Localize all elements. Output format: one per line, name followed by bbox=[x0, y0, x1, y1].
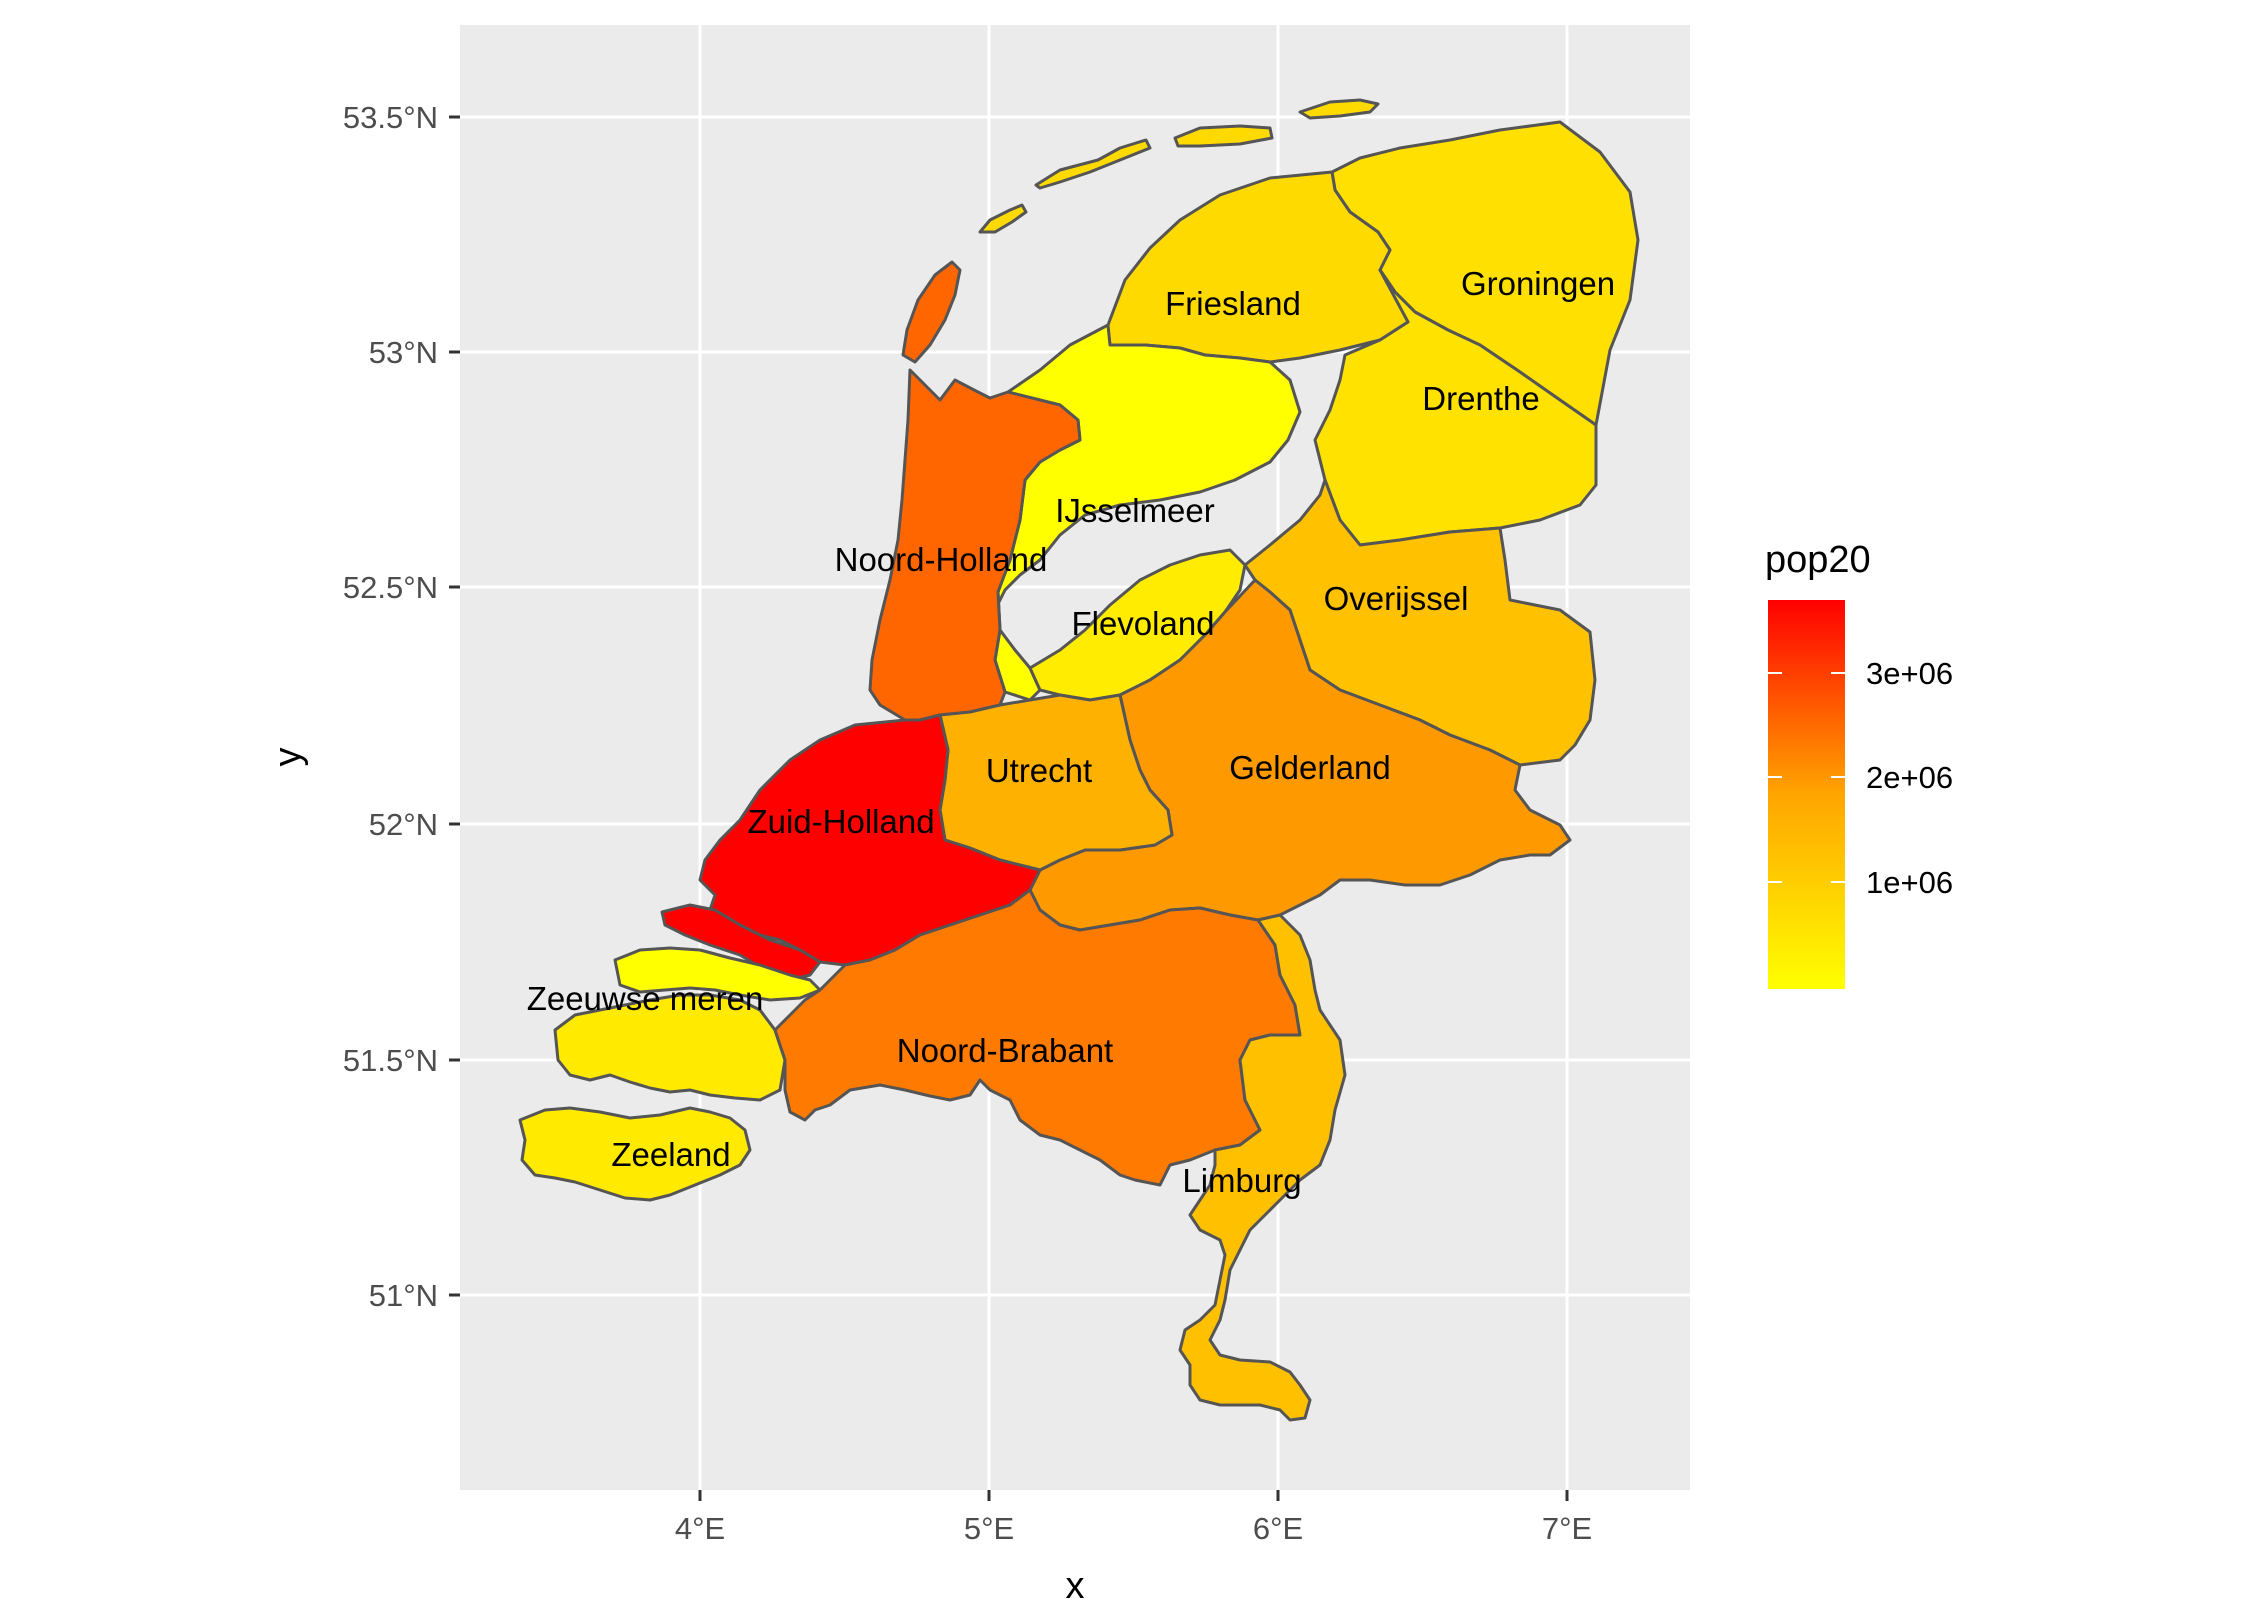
y-tick-label: 53.5°N bbox=[343, 100, 438, 135]
region-label-limburg: Limburg bbox=[1182, 1162, 1301, 1199]
x-tick-label: 5°E bbox=[964, 1511, 1014, 1546]
region-island-terschelling bbox=[978, 203, 1028, 234]
region-zuid-holland-islands bbox=[660, 903, 822, 982]
legend: pop20 1e+06 2e+06 3e+06 bbox=[1765, 539, 1953, 989]
x-tick-labels: 4°E 5°E 6°E 7°E bbox=[675, 1511, 1592, 1546]
y-tick-label: 52.5°N bbox=[343, 570, 438, 605]
legend-label: 2e+06 bbox=[1866, 760, 1953, 795]
region-noord-holland bbox=[868, 368, 1082, 722]
region-island-vlieland bbox=[1034, 138, 1152, 190]
y-tick-label: 52°N bbox=[369, 807, 438, 842]
region-label-friesland: Friesland bbox=[1165, 285, 1301, 322]
x-tick-label: 4°E bbox=[675, 1511, 725, 1546]
legend-colorbar bbox=[1768, 600, 1845, 989]
region-zeeland-islands bbox=[553, 993, 787, 1102]
y-tick-labels: 51°N 51.5°N 52°N 52.5°N 53°N 53.5°N bbox=[343, 100, 438, 1313]
region-label-noord-brabant: Noord-Brabant bbox=[897, 1032, 1113, 1069]
y-tick-label: 51°N bbox=[369, 1278, 438, 1313]
region-label-utrecht: Utrecht bbox=[986, 752, 1092, 789]
region-island-texel bbox=[901, 260, 962, 364]
region-island-ameland bbox=[1173, 124, 1274, 148]
legend-ticks bbox=[1768, 672, 1845, 883]
axis-ticks bbox=[449, 115, 1569, 1501]
x-tick-label: 6°E bbox=[1253, 1511, 1303, 1546]
region-label-gelderland: Gelderland bbox=[1229, 749, 1390, 786]
legend-label: 1e+06 bbox=[1866, 865, 1953, 900]
y-axis-title: y bbox=[267, 748, 309, 767]
legend-title: pop20 bbox=[1765, 539, 1871, 581]
region-label-zuid-holland: Zuid-Holland bbox=[747, 803, 934, 840]
x-axis-title: x bbox=[1066, 1565, 1085, 1607]
region-label-zeeland: Zeeland bbox=[611, 1136, 730, 1173]
region-labels: Groningen Friesland Drenthe IJsselmeer N… bbox=[527, 265, 1615, 1199]
x-tick-label: 7°E bbox=[1542, 1511, 1592, 1546]
region-label-flevoland: Flevoland bbox=[1071, 605, 1214, 642]
region-limburg bbox=[1178, 913, 1347, 1422]
region-island-schiermonnikoog bbox=[1298, 98, 1380, 120]
region-zeeland bbox=[518, 1106, 752, 1202]
region-label-overijssel: Overijssel bbox=[1324, 580, 1469, 617]
region-label-drenthe: Drenthe bbox=[1422, 380, 1539, 417]
region-zeeuwse-meren bbox=[613, 946, 822, 1002]
y-tick-label: 53°N bbox=[369, 335, 438, 370]
y-tick-label: 51.5°N bbox=[343, 1043, 438, 1078]
region-label-groningen: Groningen bbox=[1461, 265, 1615, 302]
regions bbox=[518, 98, 1640, 1422]
region-label-zeeuwse-meren: Zeeuwse meren bbox=[527, 980, 764, 1017]
region-label-ijsselmeer: IJsselmeer bbox=[1055, 492, 1215, 529]
region-label-noord-holland: Noord-Holland bbox=[835, 541, 1048, 578]
legend-label: 3e+06 bbox=[1866, 656, 1953, 691]
